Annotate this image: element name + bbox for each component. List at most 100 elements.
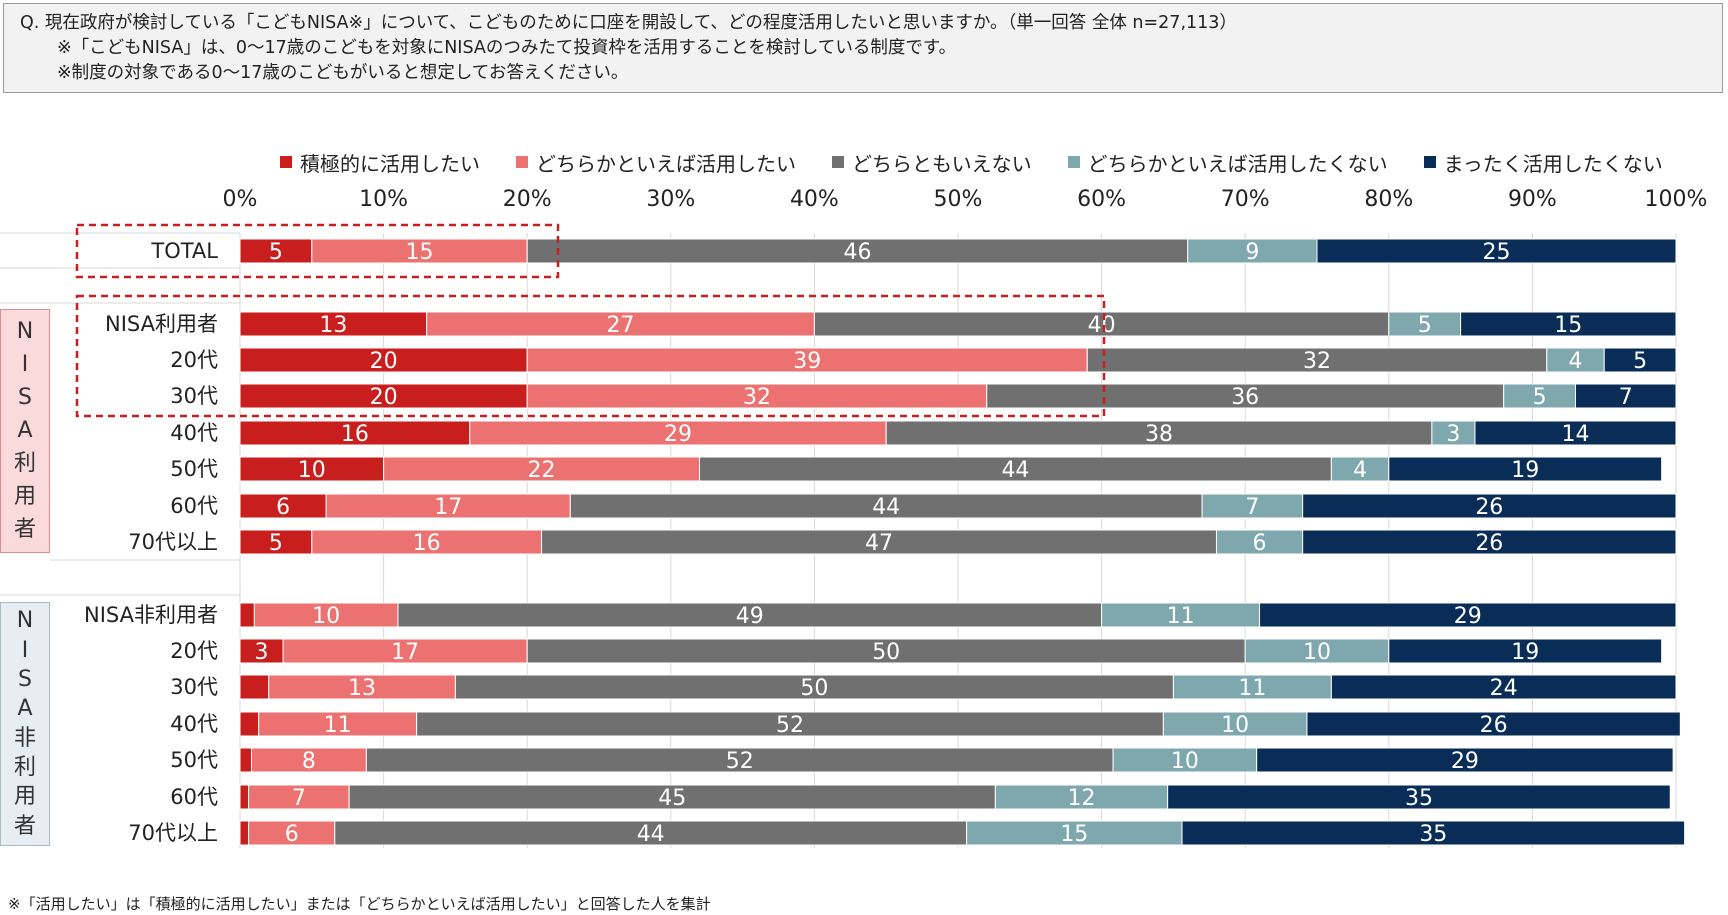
- row-label: 30代: [170, 384, 218, 408]
- data-label: 12: [1067, 786, 1095, 811]
- data-label: 5: [269, 531, 283, 556]
- data-label: 27: [607, 313, 635, 338]
- bar-segment: [1574, 383, 1677, 409]
- legend-swatch: [280, 156, 292, 168]
- bar-segment: [454, 674, 1174, 700]
- data-label: 13: [348, 676, 376, 701]
- data-label: 44: [872, 495, 900, 520]
- data-label: 10: [1221, 713, 1249, 738]
- bar-segment: [885, 420, 1433, 446]
- bar-segment: [1330, 456, 1390, 482]
- data-label: 13: [319, 313, 347, 338]
- data-label: 20: [370, 349, 398, 374]
- x-tick-label: 50%: [933, 187, 983, 212]
- bar-segment: [569, 493, 1203, 519]
- data-label: 3: [255, 640, 269, 665]
- data-label: 14: [1561, 422, 1589, 447]
- data-label: 5: [269, 240, 283, 265]
- bar-segment: [239, 784, 250, 810]
- question-box: Q. 現在政府が検討している「こどもNISA※」について、こどものために口座を開…: [3, 3, 1723, 93]
- row-label: 20代: [170, 348, 218, 372]
- bar-segment: [1302, 529, 1677, 555]
- bar-segment: [334, 820, 968, 846]
- data-label: 44: [637, 822, 665, 847]
- bar-segment: [268, 674, 456, 700]
- data-label: 35: [1405, 786, 1433, 811]
- bar-segment: [250, 747, 367, 773]
- bar-segment: [1215, 529, 1304, 555]
- bar-segment: [526, 638, 1246, 664]
- group-label-char: 用: [13, 784, 36, 810]
- bar-segment: [258, 711, 418, 737]
- bar-segment: [282, 638, 528, 664]
- legend-label: どちらかといえば活用したくない: [1087, 151, 1388, 176]
- group-label-char: I: [21, 637, 29, 663]
- bar-segment: [239, 383, 528, 409]
- bar-segment: [239, 820, 250, 846]
- data-label: 4: [1568, 349, 1582, 374]
- bar-segment: [1388, 311, 1462, 337]
- data-label: 38: [1145, 422, 1173, 447]
- group-label-char: 非: [13, 725, 36, 751]
- bar-segment: [1603, 347, 1677, 373]
- data-label: 40: [1088, 313, 1116, 338]
- x-tick-label: 0%: [222, 187, 258, 212]
- data-label: 6: [276, 495, 290, 520]
- data-label: 10: [312, 604, 340, 629]
- group-label-char: 利: [13, 754, 36, 780]
- legend-swatch: [832, 156, 844, 168]
- bar-segment: [1259, 602, 1677, 628]
- data-label: 7: [1245, 495, 1259, 520]
- bar-segment: [1112, 747, 1258, 773]
- x-tick-label: 30%: [646, 187, 696, 212]
- question-note-1: ※「こどもNISA」は、0〜17歳のこどもを対象にNISAのつみたて投資枠を活用…: [57, 38, 957, 58]
- legend-item: まったく活用したくない: [1423, 148, 1663, 177]
- data-label: 6: [285, 822, 299, 847]
- legend-label: どちらともいえない: [852, 151, 1032, 176]
- bar-segment: [1181, 820, 1686, 846]
- data-label: 6: [1253, 531, 1267, 556]
- row-label: NISA利用者: [105, 312, 218, 336]
- data-label: 16: [413, 531, 441, 556]
- bar-segment: [526, 383, 988, 409]
- bar-segment: [966, 820, 1183, 846]
- footnote: ※「活用したい」は「積極的に活用したい」または「どちらかといえば活用したい」と回…: [8, 895, 711, 913]
- row-label: 60代: [170, 785, 218, 809]
- data-label: 3: [1446, 422, 1460, 447]
- question-note-2: ※制度の対象である0〜17歳のこどもがいると想定してお答えください。: [57, 63, 629, 83]
- x-tick-label: 40%: [789, 187, 839, 212]
- data-label: 7: [1619, 385, 1633, 410]
- data-label: 9: [1245, 240, 1259, 265]
- bar-segment: [239, 602, 255, 628]
- group-label-char: I: [21, 352, 29, 377]
- bar-segment: [1306, 711, 1681, 737]
- chart-legend: 積極的に活用したい どちらかといえば活用したい どちらともいえない どちらかといえば活…: [280, 148, 1663, 176]
- x-tick-label: 60%: [1077, 187, 1127, 212]
- group-label-char: A: [17, 696, 33, 722]
- bar-segment: [1201, 493, 1304, 519]
- data-label: 29: [664, 422, 692, 447]
- bar-segment: [1167, 784, 1671, 810]
- x-tick-label: 20%: [502, 187, 552, 212]
- data-label: 50: [800, 676, 828, 701]
- data-label: 7: [292, 786, 306, 811]
- legend-label: 積極的に活用したい: [300, 151, 480, 176]
- bar-segment: [416, 711, 1164, 737]
- data-label: 10: [298, 458, 326, 483]
- data-label: 29: [1451, 749, 1479, 774]
- data-label: 15: [1060, 822, 1088, 847]
- bar-segment: [426, 311, 815, 337]
- bar-segment: [239, 238, 313, 264]
- legend-item: どちらともいえない: [832, 148, 1032, 177]
- bar-segment: [311, 238, 528, 264]
- bar-segment: [1330, 674, 1677, 700]
- bar-segment: [239, 347, 528, 373]
- data-label: 24: [1490, 676, 1518, 701]
- data-label: 32: [743, 385, 771, 410]
- legend-swatch: [516, 156, 528, 168]
- bar-segment: [1460, 311, 1677, 337]
- bar-segment: [248, 784, 350, 810]
- bar-segment: [469, 420, 887, 446]
